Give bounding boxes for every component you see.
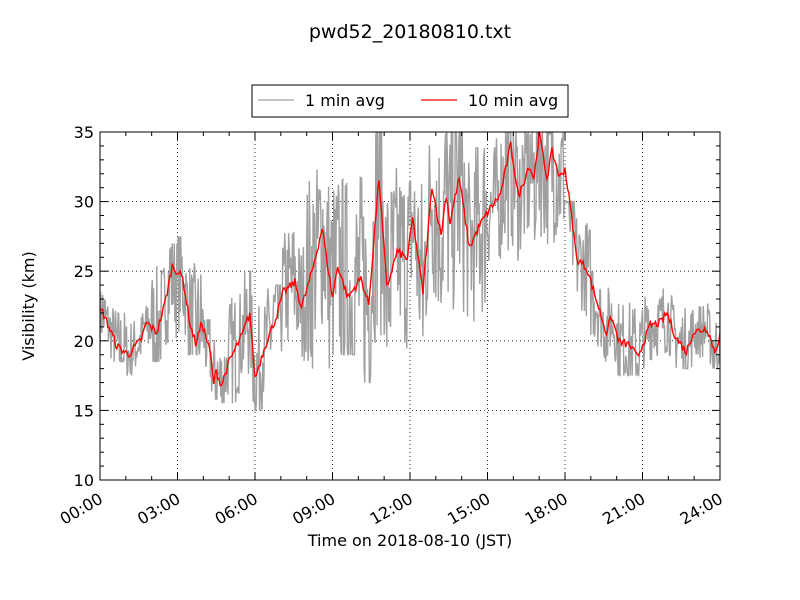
x-tick-label: 06:00 (212, 489, 261, 529)
x-tick-label: 18:00 (522, 489, 571, 529)
x-tick-labels: 00:00 03:00 06:00 09:00 12:00 15:00 18:00 21:00… (57, 489, 726, 529)
y-tick-label: 30 (74, 193, 94, 212)
x-tick-label: 00:00 (57, 489, 106, 529)
x-tick-label: 21:00 (599, 489, 648, 529)
x-tick-label: 24:00 (677, 489, 726, 529)
x-tick-label: 12:00 (367, 489, 416, 529)
legend-label-1min: 1 min avg (305, 91, 385, 110)
chart-title: pwd52_20180810.txt (309, 21, 511, 43)
legend: 1 min avg 10 min avg (251, 84, 569, 118)
y-axis-label: Visibility (km) (19, 251, 38, 360)
x-axis-label: Time on 2018-08-10 (JST) (307, 531, 512, 550)
x-tick-label: 09:00 (289, 489, 338, 529)
plot-frame (99, 131, 721, 481)
y-tick-label: 10 (74, 471, 94, 490)
y-tick-labels: 10 15 20 25 30 35 (74, 123, 94, 490)
y-tick-label: 15 (74, 401, 94, 420)
y-tick-label: 35 (74, 123, 94, 142)
y-tick-label: 20 (74, 332, 94, 351)
legend-frame (251, 84, 569, 118)
series-1min-avg-line (100, 132, 720, 412)
x-tick-label: 03:00 (134, 489, 183, 529)
legend-label-10min: 10 min avg (468, 91, 558, 110)
x-tick-label: 15:00 (444, 489, 493, 529)
series-10min-avg-line (100, 132, 720, 387)
y-tick-label: 25 (74, 262, 94, 281)
